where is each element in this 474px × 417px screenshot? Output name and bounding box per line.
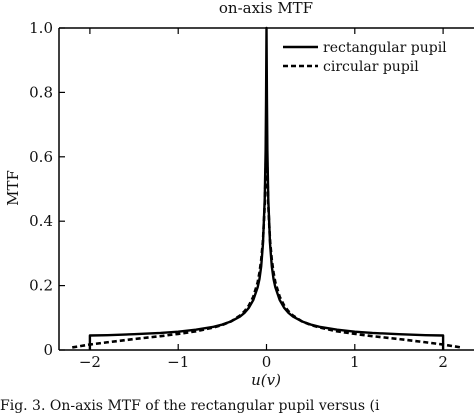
y-tick-label: 0.2 [29, 277, 53, 295]
axes: −2 −1 0 1 2 0 0.2 0.4 0.6 0.8 1.0 [29, 19, 474, 371]
legend-label-rectangular-pupil: rectangular pupil [323, 40, 447, 56]
y-tick-label: 0 [43, 341, 53, 359]
legend: rectangular pupil circular pupil [283, 40, 447, 75]
y-tick-label: 1.0 [29, 19, 53, 37]
figure-caption: Fig. 3. On-axis MTF of the rectangular p… [0, 398, 380, 414]
x-tick-label: −1 [167, 353, 189, 371]
x-tick-label: 0 [262, 353, 272, 371]
legend-label-circular-pupil: circular pupil [323, 59, 419, 75]
x-tick-label: −2 [79, 353, 101, 371]
x-axis-label: u(v) [251, 371, 281, 389]
x-tick-label: 2 [438, 353, 448, 371]
y-axis-label: MTF [4, 170, 22, 206]
y-tick-label: 0.8 [29, 83, 53, 101]
series-line-rectangular-pupil [88, 26, 445, 350]
x-tick-label: 1 [350, 353, 360, 371]
plot-area [72, 26, 461, 350]
chart-title: on-axis MTF [219, 0, 313, 17]
y-tick-label: 0.4 [29, 212, 53, 230]
y-tick-label: 0.6 [29, 148, 53, 166]
series-line-circular-pupil [72, 116, 461, 349]
